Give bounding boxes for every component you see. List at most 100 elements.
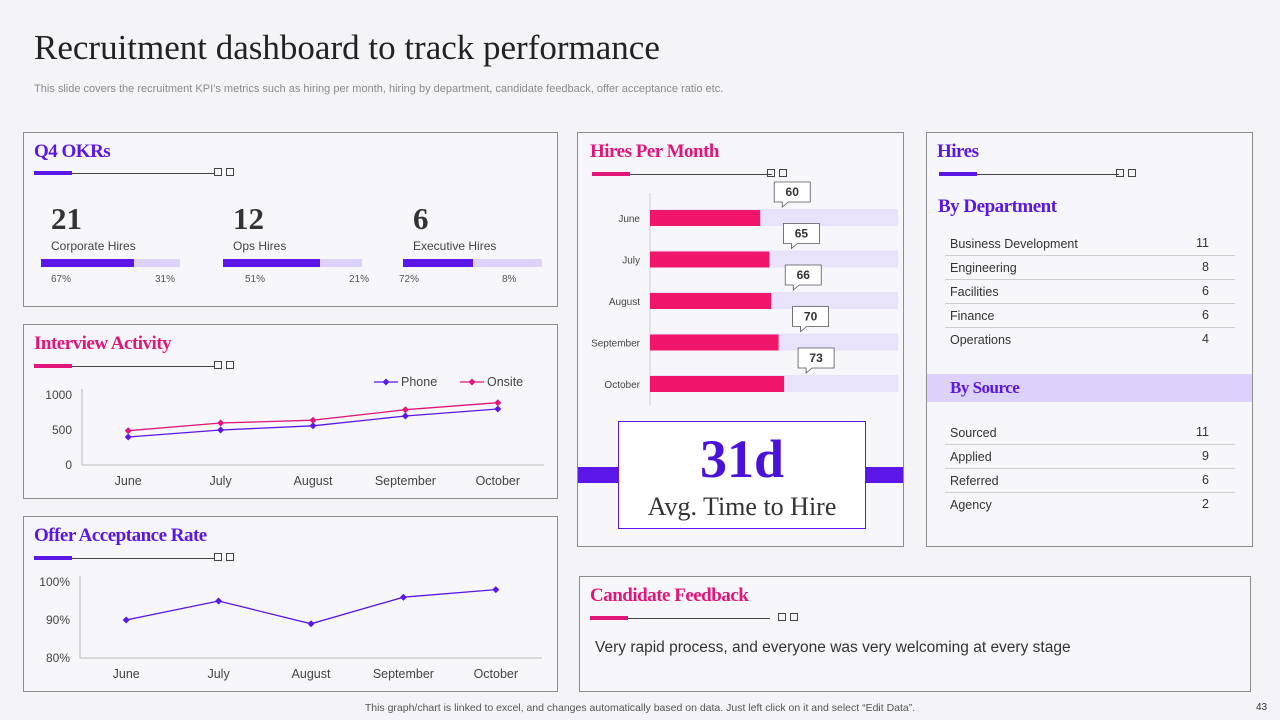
okr-label: Corporate Hires [51,239,136,253]
bar [650,251,770,268]
okr-title: Q4 OKRs [34,141,111,162]
data-point [124,427,132,435]
time-to-hire-value: 31d [699,429,785,489]
hires-month-title: Hires Per Month [590,141,720,162]
hires-month-chart: June 60 July 65 August 66 September 70 October 73 [591,181,898,406]
interview-title: Interview Activity [34,333,172,354]
source-count: 11 [1196,425,1209,439]
y-tick-label: 80% [46,651,70,665]
bar [650,334,779,351]
legend-marker [382,378,390,386]
okr-decoration [34,167,234,179]
data-point [401,406,409,414]
source-name: Applied [950,450,992,464]
feedback-title: Candidate Feedback [590,585,749,606]
okr-panel: Q4 OKRs 21 Corporate Hires 67% 31% 12 Op… [23,132,558,307]
okr-progress-fill [41,259,135,267]
department-count: 4 [1202,332,1209,346]
x-tick-label: October [476,474,520,488]
okr-right-pct: 8% [502,274,517,285]
data-point [401,412,409,420]
x-tick-label: September [373,667,434,681]
offer-title: Offer Acceptance Rate [34,525,207,546]
hires-decoration [939,168,1139,180]
okr-left-pct: 51% [245,274,266,285]
y-tick-label: 500 [52,423,72,437]
okr-progress-fill [223,259,321,267]
department-count: 6 [1202,284,1209,298]
hires-title: Hires [937,141,979,162]
bar [650,376,785,392]
legend-label: Onsite [487,375,523,389]
offer-chart: 80% 90% 100% June July August September October [39,575,542,681]
data-label: 66 [797,268,811,282]
by-source-header: By Source [927,374,1252,402]
department-name: Engineering [950,261,1017,275]
okr-left-pct: 67% [51,274,72,285]
data-label-callout [792,306,829,333]
source-name: Agency [950,498,992,512]
source-count: 2 [1202,497,1209,511]
interview-decoration [34,360,234,372]
data-label-callout [784,264,822,291]
okr-right-pct: 31% [155,274,176,285]
okr-number: 12 [233,201,264,236]
okr-label: Executive Hires [413,239,497,253]
x-tick-label: July [209,474,232,488]
y-tick-label: 100% [39,575,70,589]
okr-progress-bar [223,259,362,267]
okr-number: 21 [51,201,82,236]
data-point [494,399,502,407]
offer-panel: Offer Acceptance Rate 80% 90% 100% June July… [23,516,558,692]
hires-month-decoration [592,168,792,180]
y-tick-label: 90% [46,613,70,627]
data-label-callout [797,347,835,374]
y-tick-label: September [591,339,641,350]
department-count: 8 [1202,260,1209,274]
series-line-acceptance [126,588,496,625]
data-point [217,426,225,434]
okr-label: Ops Hires [233,239,287,253]
department-name: Operations [950,333,1012,347]
data-point [492,586,500,594]
x-tick-label: June [113,667,140,681]
department-count: 6 [1202,308,1209,322]
y-tick-label: 1000 [45,388,72,402]
y-tick-label: August [609,297,640,308]
data-point [122,616,130,624]
source-count: 6 [1202,473,1209,487]
data-point [215,597,223,605]
department-name: Business Development [950,237,1078,251]
source-name: Referred [950,474,999,488]
data-label: 70 [804,310,818,324]
data-point [309,422,317,430]
data-label-callout [783,223,820,250]
legend-marker [468,378,476,386]
okr-progress-fill [403,259,473,267]
feedback-decoration [590,612,798,624]
x-tick-label: August [292,667,331,681]
okr-left-pct: 72% [399,274,420,285]
data-point [217,419,225,427]
x-tick-label: September [375,474,436,488]
source-count: 9 [1202,449,1209,463]
by-department-title: By Department [938,196,1057,217]
hires-panel: Hires By Department Business Development… [926,132,1253,547]
data-point [307,620,315,628]
y-tick-label: 0 [65,458,72,472]
time-to-hire-card: 31d Avg. Time to Hire [618,421,866,529]
okr-progress-bar [403,259,542,267]
y-tick-label: June [618,214,640,225]
bar [650,210,761,226]
data-label-callout [773,181,811,208]
data-label: 73 [809,351,823,365]
interview-chart: 0 500 1000 June July August September October Ph… [45,375,544,488]
footer-note: This graph/chart is linked to excel, and… [364,702,916,714]
hires-month-panel: Hires Per Month June 60 July 65 August 66 Sept… [577,132,904,547]
y-tick-label: July [622,256,640,267]
data-label: 60 [786,185,800,199]
data-point [494,405,502,413]
data-point [309,416,317,424]
okr-right-pct: 21% [349,274,370,285]
page-subtitle: This slide covers the recruitment KPI’s … [34,83,724,95]
